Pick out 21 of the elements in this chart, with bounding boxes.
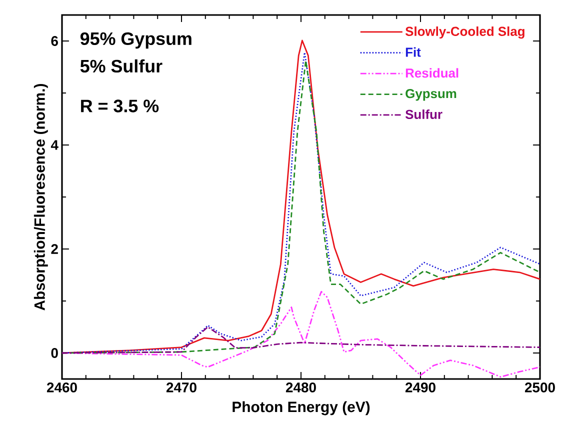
x-tick-label: 2500: [524, 382, 555, 392]
y-tick-label: 0: [51, 348, 58, 358]
annotation: 5% Sulfur: [80, 59, 162, 73]
x-tick-label: 2470: [166, 382, 196, 392]
annotation: 95% Gypsum: [80, 32, 192, 49]
line-series: [62, 290, 540, 378]
x-tick-label: 2490: [405, 382, 436, 392]
legend-label: Sulfur: [405, 109, 442, 119]
x-tick-label: 2460: [46, 382, 77, 392]
legend-label: Slowly-Cooled Slag: [405, 26, 524, 39]
x-axis-title: Photon Energy (eV): [232, 401, 370, 416]
legend-label: Fit: [406, 47, 421, 57]
line-series: [62, 326, 540, 354]
y-tick-label: 2: [51, 244, 58, 254]
legend-label: Gypsum: [406, 88, 456, 101]
y-tick-label: 6: [51, 36, 58, 46]
legend-label: Residual: [406, 68, 458, 78]
x-tick-label: 2480: [286, 382, 316, 392]
annotation: R = 3.5 %: [81, 100, 159, 112]
y-tick-label: 4: [50, 140, 58, 150]
y-axis-title: Absorption/Fluoresence (norm.): [34, 84, 48, 310]
